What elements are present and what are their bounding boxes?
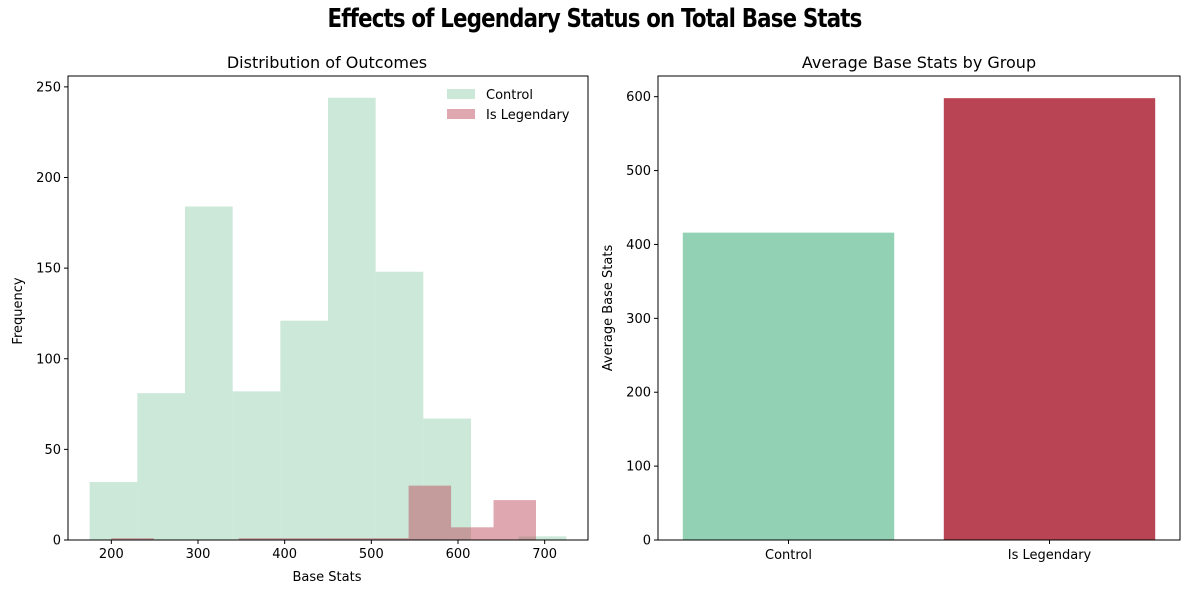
hist-bar-control <box>280 320 328 540</box>
bar-control <box>682 232 895 540</box>
hist-bar-control <box>137 393 185 540</box>
histogram-xlabel: Base Stats <box>293 570 362 585</box>
y-tick-label: 100 <box>626 460 651 475</box>
hist-bar-legendary <box>451 527 494 540</box>
x-tick-label: 500 <box>359 547 384 562</box>
hist-bar-legendary <box>281 538 324 540</box>
y-tick-label: 50 <box>44 443 61 458</box>
y-tick-label: 200 <box>626 386 651 401</box>
histogram-frame <box>67 75 589 541</box>
hist-bar-legendary <box>366 538 409 540</box>
y-tick-label: 300 <box>626 312 651 327</box>
x-tick-label: Is Legendary <box>1008 548 1092 563</box>
hist-bar-control <box>232 391 281 540</box>
hist-bar-control <box>518 536 567 540</box>
bar-chart-frame <box>657 75 1181 541</box>
histogram-legend: Control Is Legendary <box>447 88 570 123</box>
legend-label: Is Legendary <box>486 108 570 123</box>
y-tick-label: 500 <box>626 164 651 179</box>
bar-chart-ylabel: Average Base Stats <box>601 245 616 372</box>
hist-bar-control <box>328 97 376 540</box>
hist-bar-legendary <box>408 485 452 540</box>
bar-is-legendary <box>943 98 1156 541</box>
x-tick-label: 300 <box>186 547 211 562</box>
legend-label: Control <box>486 88 533 103</box>
y-tick-label: 100 <box>36 352 61 367</box>
x-tick-label: 700 <box>532 547 557 562</box>
hist-bar-control <box>185 206 233 540</box>
legend-swatch <box>447 109 475 119</box>
histogram-ylabel: Frequency <box>11 277 26 344</box>
figure-suptitle: Effects of Legendary Status on Total Bas… <box>327 4 862 34</box>
y-tick-label: 250 <box>36 80 61 95</box>
y-tick-label: 0 <box>643 534 651 549</box>
hist-bar-legendary <box>238 538 282 540</box>
bar-chart-plot: Control Is Legendary 0 100 200 300 400 500 600 <box>626 75 1181 563</box>
y-tick-label: 400 <box>626 238 651 253</box>
histogram-plot: 200 300 400 500 600 700 0 50 100 150 200 250 Control… <box>36 75 589 562</box>
y-tick-label: 150 <box>36 262 61 277</box>
y-tick-label: 600 <box>626 90 651 105</box>
x-tick-label: 400 <box>272 547 297 562</box>
hist-bar-legendary <box>323 538 367 540</box>
bar-chart-title: Average Base Stats by Group <box>802 53 1036 72</box>
histogram-title: Distribution of Outcomes <box>227 53 427 72</box>
x-tick-label: 600 <box>446 547 471 562</box>
legend-swatch <box>447 89 475 99</box>
y-tick-label: 0 <box>53 534 61 549</box>
x-tick-label: Control <box>765 548 812 563</box>
x-tick-label: 200 <box>99 547 124 562</box>
hist-bar-legendary <box>111 538 154 540</box>
hist-bar-legendary <box>493 500 536 540</box>
hist-bar-control <box>89 482 138 540</box>
y-tick-label: 200 <box>36 171 61 186</box>
